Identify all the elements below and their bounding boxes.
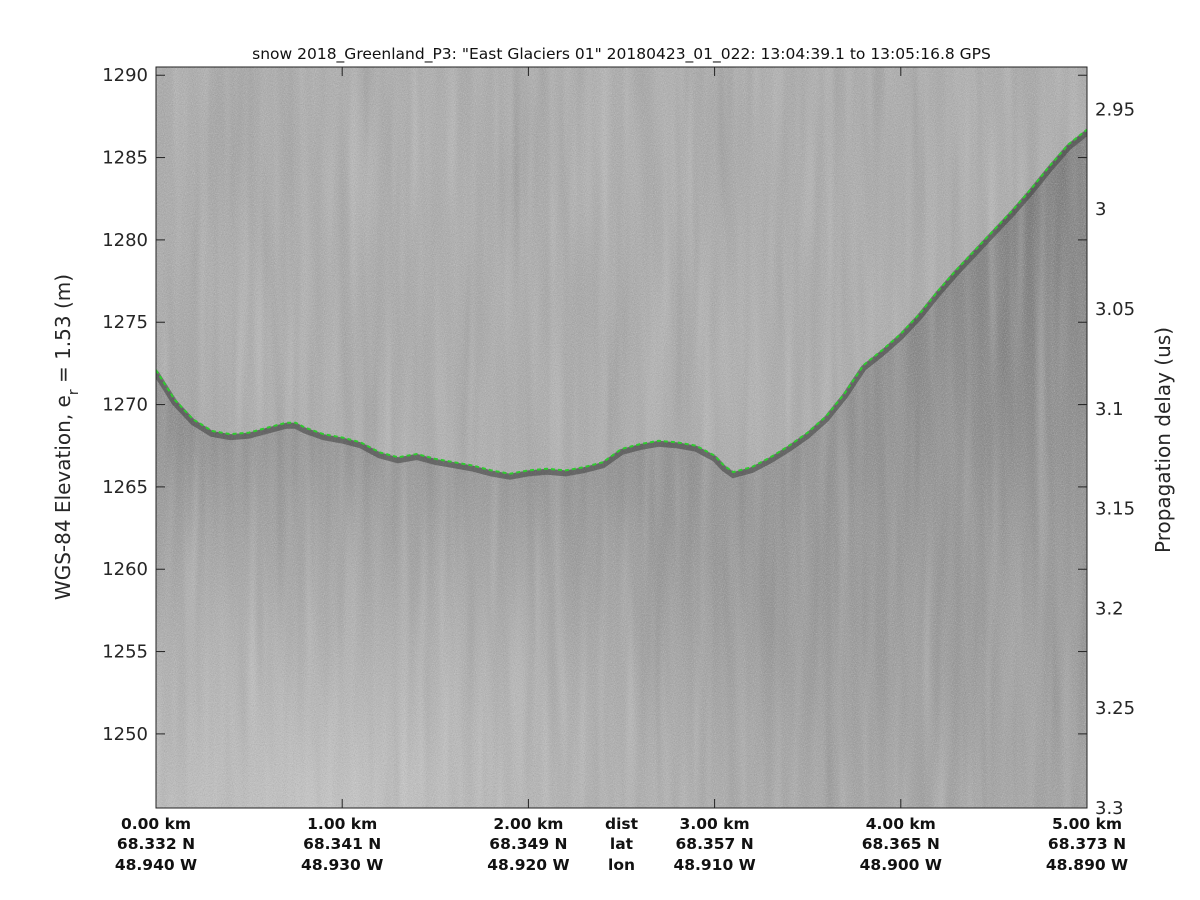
- x-lon-label-0: 48.940 W: [115, 856, 197, 874]
- x-dist-label-1: 1.00 km: [307, 815, 377, 833]
- x-lon-label-2: 48.920 W: [487, 856, 569, 874]
- x-lat-label-1: 68.341 N: [303, 835, 381, 853]
- speckle-noise: [156, 67, 1087, 808]
- right-axis-ticks: 2.95 3 3.05 3.1 3.15 3.2 3.25 3.3: [1095, 99, 1135, 819]
- left-tick-label-7: 1255: [102, 642, 148, 663]
- x-lon-label-1: 48.930 W: [301, 856, 383, 874]
- left-tick-label-2: 1280: [102, 230, 148, 251]
- x-dist-label-4: 4.00 km: [866, 815, 936, 833]
- left-tick-label-1: 1285: [102, 148, 148, 169]
- x-lat-label-0: 68.332 N: [117, 835, 195, 853]
- right-tick-label-5: 3.2: [1095, 598, 1124, 619]
- left-tick-label-3: 1275: [102, 312, 148, 333]
- left-axis-label: WGS-84 Elevation, er = 1.53 (m): [51, 274, 82, 600]
- x-lat-label-5: 68.373 N: [1048, 835, 1126, 853]
- x-row-label-dist: dist: [605, 815, 639, 833]
- left-tick-label-8: 1250: [102, 724, 148, 745]
- x-dist-label-2: 2.00 km: [493, 815, 563, 833]
- x-lon-label-4: 48.900 W: [860, 856, 942, 874]
- x-lon-label-5: 48.890 W: [1046, 856, 1128, 874]
- right-axis-label: Propagation delay (us): [1151, 327, 1175, 553]
- left-axis-label-tail: = 1.53 (m): [51, 274, 75, 389]
- left-tick-label-0: 1290: [102, 65, 148, 86]
- x-axis-ticks: 0.00 km 68.332 N 48.940 W 1.00 km 68.341 N 48…: [115, 67, 1128, 874]
- left-tick-label-6: 1260: [102, 559, 148, 580]
- right-tick-label-3: 3.1: [1095, 399, 1124, 420]
- left-tick-label-5: 1265: [102, 477, 148, 498]
- left-axis-label-main: WGS-84 Elevation, e: [51, 395, 75, 600]
- left-axis-ticks: 1290 1285 1280 1275 1270 1265 1260 1255 1250: [102, 65, 1087, 745]
- right-tick-label-7: 3.3: [1095, 798, 1124, 819]
- plot-frame: [155, 66, 1088, 809]
- right-tick-label-0: 2.95: [1095, 99, 1135, 120]
- surface-track-line: [156, 128, 1087, 475]
- left-tick-label-4: 1270: [102, 395, 148, 416]
- x-dist-label-0: 0.00 km: [121, 815, 191, 833]
- x-lon-label-3: 48.910 W: [673, 856, 755, 874]
- right-tick-label-1: 3: [1095, 199, 1106, 220]
- right-tick-label-2: 3.05: [1095, 299, 1135, 320]
- echogram-image: [156, 67, 1087, 808]
- right-tick-label-6: 3.25: [1095, 698, 1135, 719]
- x-lat-label-2: 68.349 N: [489, 835, 567, 853]
- right-tick-label-4: 3.15: [1095, 499, 1135, 520]
- x-row-label-lat: lat: [610, 835, 634, 853]
- left-axis-label-sub: r: [66, 389, 82, 395]
- x-lat-label-4: 68.365 N: [862, 835, 940, 853]
- x-row-label-lon: lon: [608, 856, 635, 874]
- x-lat-label-3: 68.357 N: [676, 835, 754, 853]
- chart-title: snow 2018_Greenland_P3: "East Glaciers 0…: [252, 45, 991, 64]
- x-dist-label-5: 5.00 km: [1052, 815, 1122, 833]
- surface-dark-band: [156, 130, 1087, 480]
- x-dist-label-3: 3.00 km: [680, 815, 750, 833]
